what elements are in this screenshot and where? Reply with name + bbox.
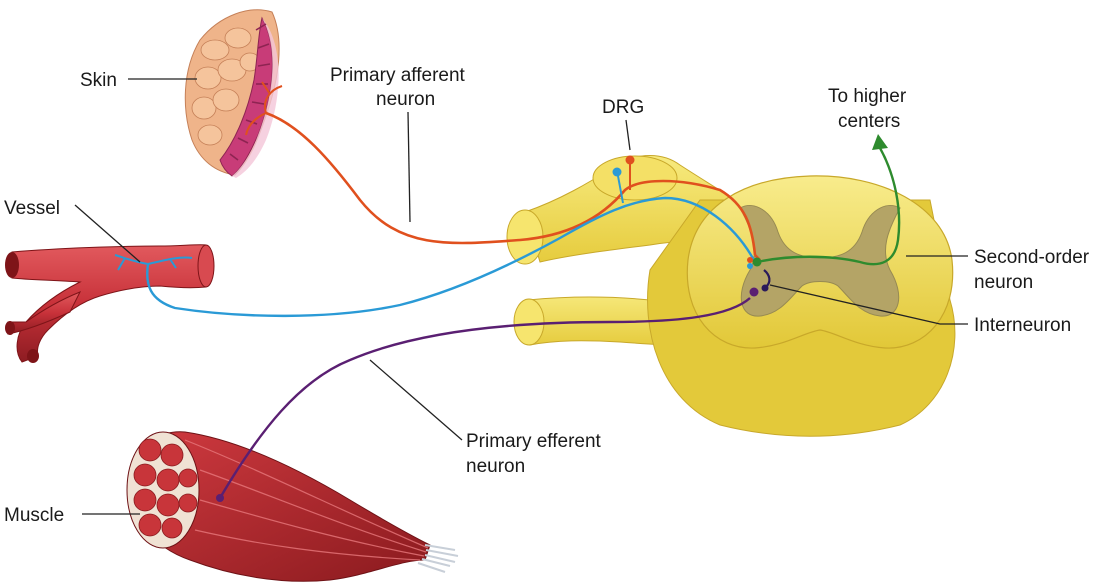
arrow-to-higher-centers xyxy=(872,134,888,150)
interneuron-leader xyxy=(769,284,968,325)
label-second-order-1: Second-order xyxy=(974,247,1090,268)
label-vessel: Vessel xyxy=(4,198,60,219)
primary-efferent-leader xyxy=(369,359,463,441)
label-second-order-2: neuron xyxy=(974,272,1033,293)
efferent-cell-body xyxy=(749,287,759,297)
visceral-cell-body xyxy=(612,167,622,177)
second-order-axon xyxy=(756,147,901,266)
label-primary-efferent-2: neuron xyxy=(466,456,525,477)
label-primary-afferent-1: Primary afferent xyxy=(330,65,466,86)
label-to-higher-1: To higher xyxy=(828,86,907,107)
label-muscle: Muscle xyxy=(4,505,64,526)
primary-efferent-pathway xyxy=(216,287,759,502)
neuromuscular-junction xyxy=(216,494,224,502)
skin-illustration xyxy=(184,9,280,178)
dorsal-root-ganglion xyxy=(592,155,678,201)
spinal-cord xyxy=(506,154,956,437)
visceral-axon xyxy=(146,196,757,318)
label-primary-efferent-1: Primary efferent xyxy=(466,431,602,452)
efferent-axon xyxy=(218,297,751,499)
labels: Skin Primary afferent neuron DRG To high… xyxy=(4,65,1090,526)
label-to-higher-2: centers xyxy=(838,111,900,132)
vessel-leader xyxy=(74,204,141,263)
visceral-afferent-pathway xyxy=(114,167,757,318)
label-drg: DRG xyxy=(602,97,644,118)
label-skin: Skin xyxy=(80,70,117,91)
primary-afferent-leader xyxy=(407,111,411,223)
drg-leader xyxy=(625,119,631,151)
second-order-cell-body xyxy=(752,257,762,267)
interneuron xyxy=(761,269,771,292)
label-primary-afferent-2: neuron xyxy=(376,89,435,110)
label-interneuron: Interneuron xyxy=(974,315,1071,336)
afferent-cell-body xyxy=(625,155,635,165)
afferent-axon xyxy=(265,111,757,256)
muscle-illustration xyxy=(126,431,459,582)
second-order-pathway xyxy=(747,134,901,269)
leader-lines xyxy=(74,78,968,515)
vessel-illustration xyxy=(5,244,215,363)
